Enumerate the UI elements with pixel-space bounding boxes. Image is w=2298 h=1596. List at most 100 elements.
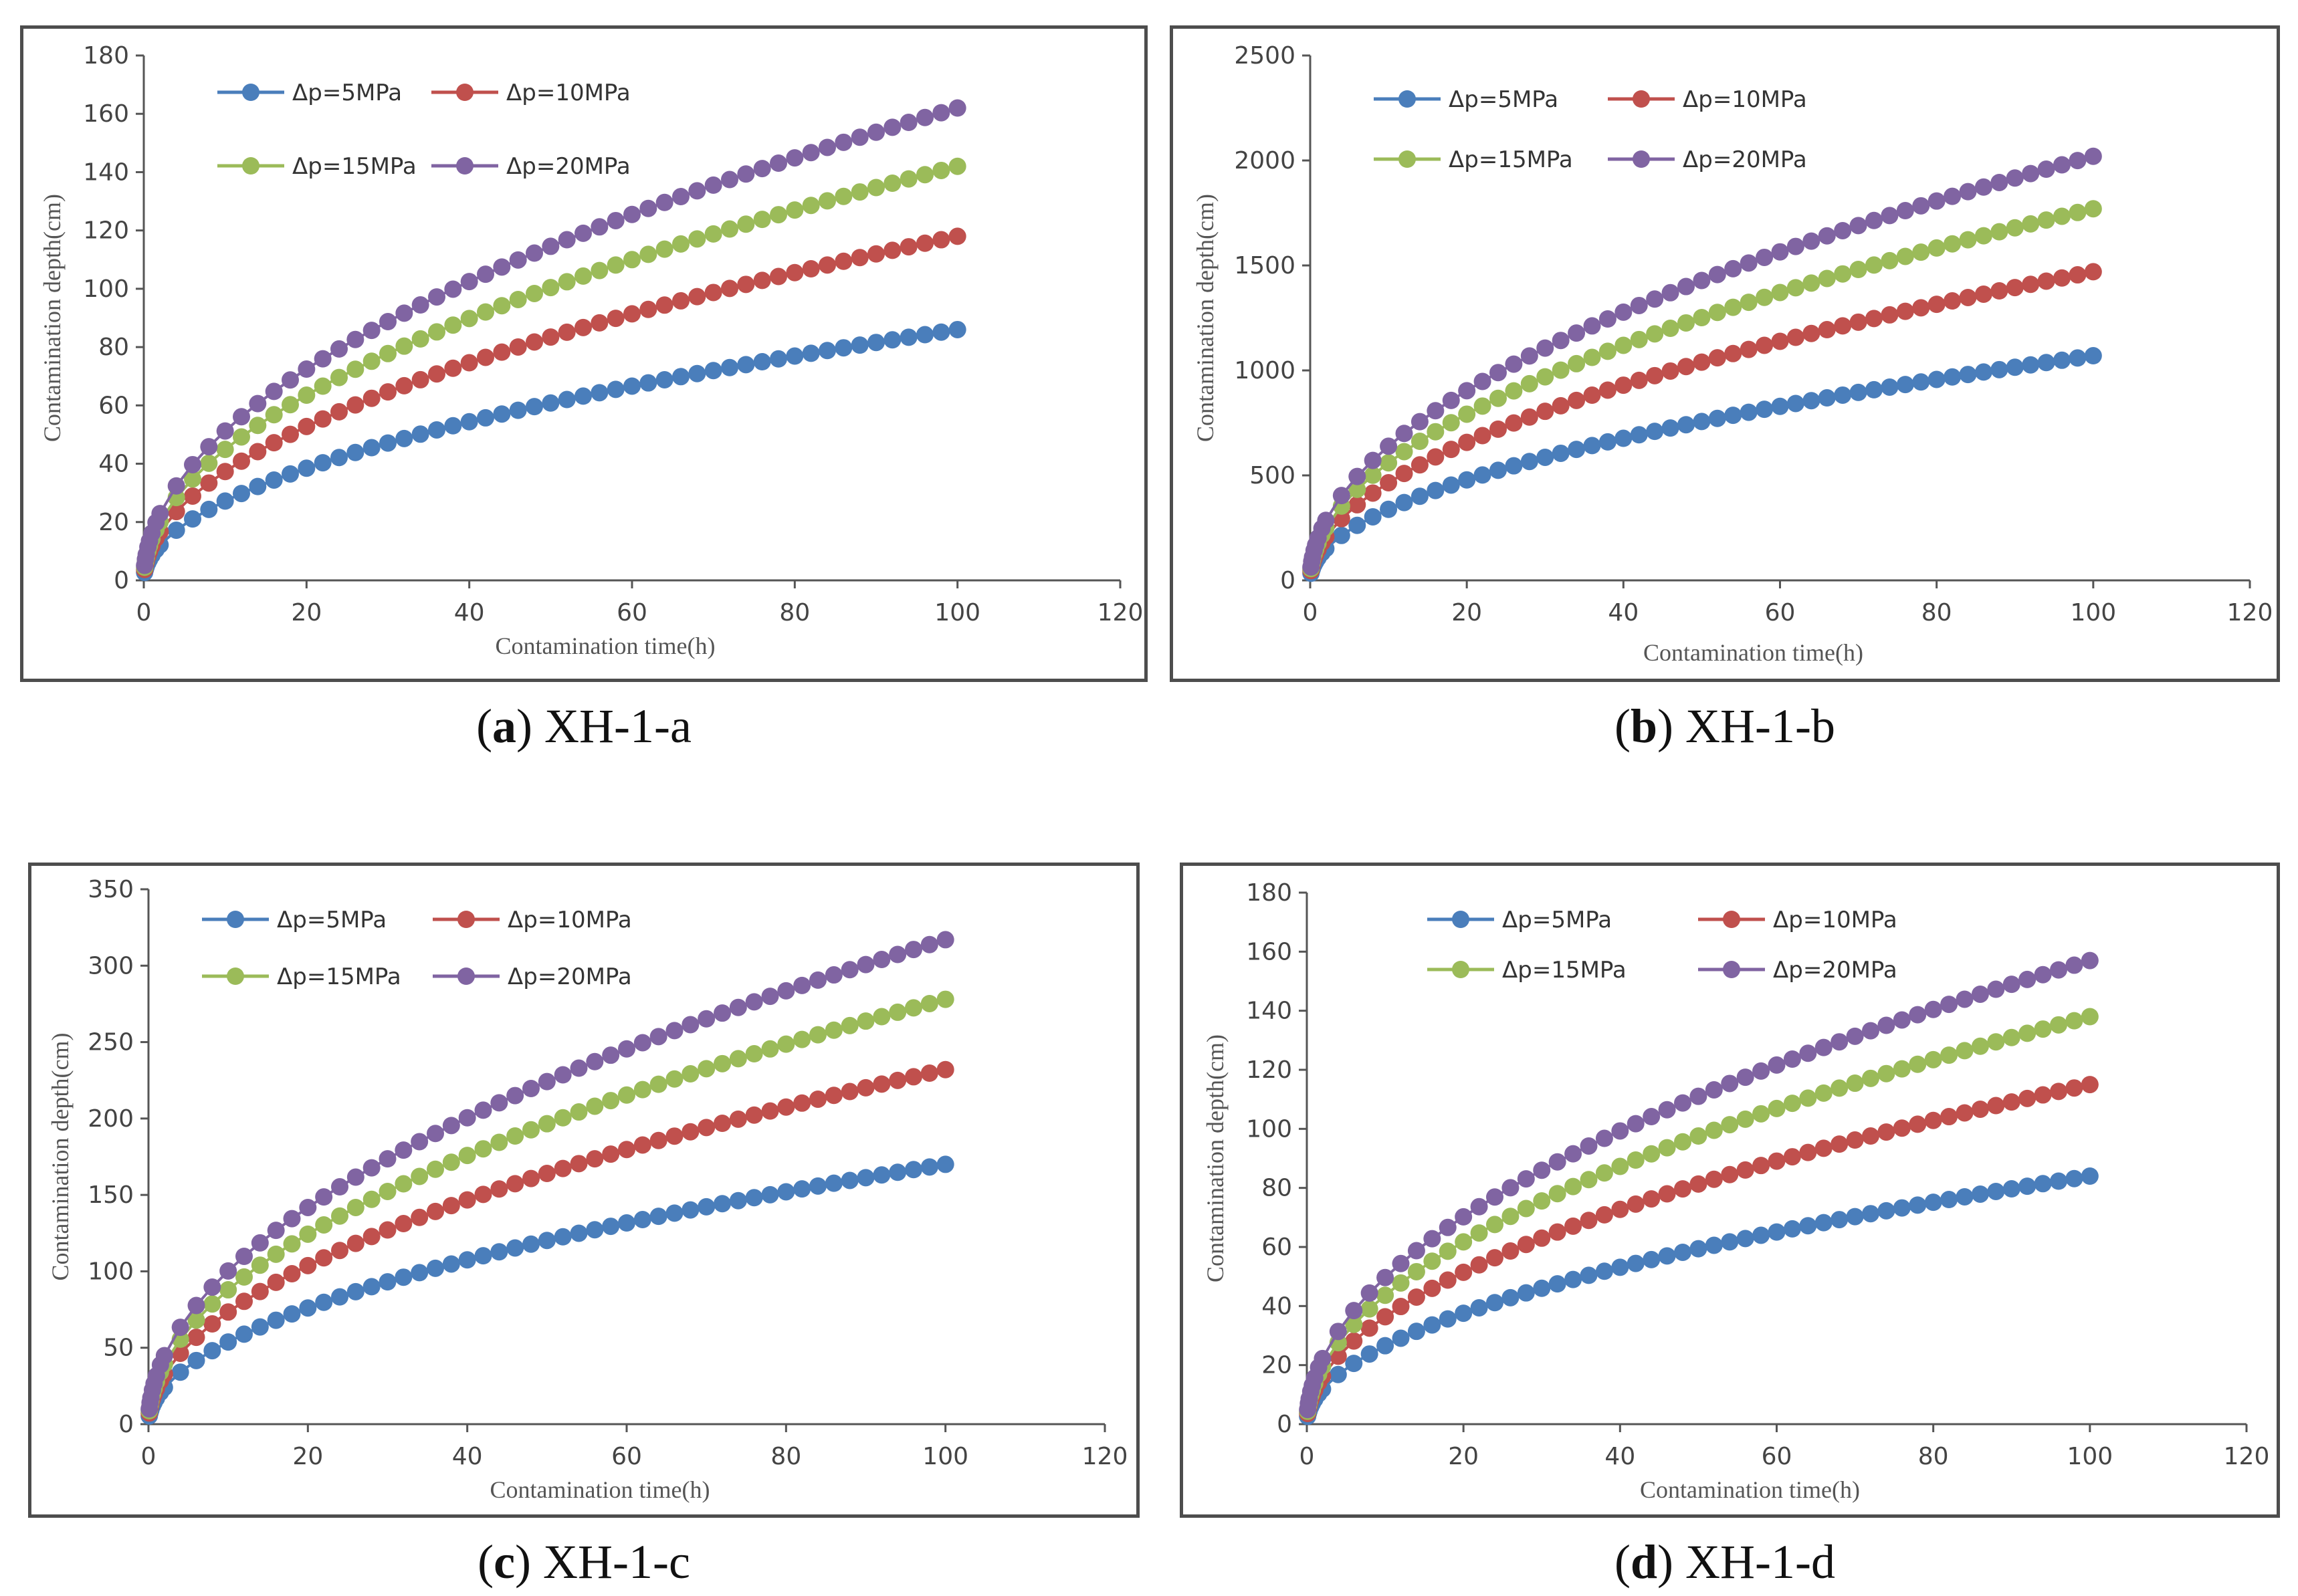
data-point	[851, 249, 869, 267]
data-point	[1912, 197, 1930, 215]
data-point	[607, 211, 625, 229]
data-point	[1392, 1274, 1410, 1292]
data-point	[542, 328, 560, 346]
data-point	[1314, 1349, 1332, 1367]
data-point	[1423, 1279, 1441, 1297]
caption-c: (c) XH-1-c	[478, 1535, 690, 1589]
data-point	[916, 326, 934, 344]
data-point	[1677, 314, 1695, 332]
data-point	[542, 394, 560, 412]
data-point	[460, 273, 478, 291]
data-point	[509, 338, 527, 356]
data-point	[835, 133, 853, 151]
data-point	[1924, 1111, 1942, 1129]
data-point	[522, 1080, 540, 1098]
data-point	[1520, 374, 1538, 392]
data-point	[1552, 361, 1570, 379]
data-point	[1646, 290, 1664, 308]
data-point	[1568, 441, 1586, 459]
data-point	[1990, 173, 2008, 191]
data-point	[1752, 1226, 1770, 1244]
data-point	[1595, 1262, 1613, 1280]
data-point	[809, 971, 827, 989]
data-point	[932, 231, 950, 249]
data-point	[607, 380, 625, 398]
data-point	[1395, 465, 1413, 483]
data-point	[851, 128, 869, 146]
data-point	[1627, 1151, 1645, 1169]
data-point	[916, 108, 934, 126]
data-point	[1580, 1266, 1598, 1284]
data-point	[1520, 453, 1538, 471]
data-point	[1455, 1233, 1473, 1251]
data-point	[1924, 1193, 1942, 1212]
data-point	[1568, 354, 1586, 372]
data-point	[1583, 386, 1601, 405]
data-point	[1974, 178, 1992, 196]
series-line	[143, 164, 958, 568]
data-point	[1940, 1191, 1958, 1209]
data-point	[618, 1141, 635, 1159]
data-point	[1643, 1250, 1661, 1268]
data-point	[554, 1109, 572, 1127]
data-point	[395, 376, 413, 394]
data-point	[1752, 1157, 1770, 1175]
data-point	[649, 1028, 667, 1046]
data-point	[841, 1171, 859, 1189]
data-point	[1614, 429, 1633, 447]
series-3	[140, 990, 954, 1419]
caption-letter-c: c	[494, 1535, 516, 1589]
data-point	[889, 1163, 907, 1181]
caption-text-c: XH-1-c	[543, 1535, 690, 1589]
data-point	[1376, 1286, 1394, 1304]
data-point	[1736, 1068, 1754, 1087]
chart-svg-a: 0 20 40 60 80 100 120 140 160 180 0 20 40 60 80 100 120 C…	[39, 42, 1143, 659]
data-point	[1517, 1170, 1535, 1188]
data-point	[770, 267, 787, 286]
data-point	[2037, 160, 2055, 179]
data-point	[1536, 403, 1554, 421]
data-point	[1661, 283, 1679, 302]
data-point	[428, 323, 445, 341]
data-point	[1533, 1192, 1551, 1210]
data-point	[1689, 1240, 1707, 1258]
data-point	[558, 273, 576, 291]
data-point	[346, 1234, 364, 1252]
x-axis-label: Contamination time(h)	[1643, 639, 1863, 666]
data-point	[1802, 324, 1820, 342]
data-point	[936, 1060, 954, 1078]
legend-marker	[1452, 911, 1469, 928]
data-point	[346, 360, 364, 378]
data-point	[1818, 227, 1836, 245]
data-point	[809, 1177, 827, 1195]
data-point	[1881, 207, 1899, 225]
data-point	[729, 1191, 747, 1210]
data-point	[506, 1239, 524, 1257]
data-point	[187, 1311, 205, 1329]
data-point	[1768, 1099, 1786, 1117]
data-point	[698, 1010, 716, 1028]
data-point	[721, 358, 738, 376]
data-point	[1630, 330, 1648, 348]
legend-label: Δp=20MPa	[1773, 957, 1897, 984]
data-point	[2022, 356, 2040, 374]
data-point	[688, 230, 706, 248]
data-point	[1614, 336, 1633, 354]
data-point	[1455, 1263, 1473, 1281]
data-point	[379, 1150, 397, 1168]
data-point	[1407, 1242, 1425, 1260]
data-point	[395, 1268, 413, 1286]
legend-label: Δp=5MPa	[1449, 86, 1558, 113]
data-point	[427, 1259, 444, 1277]
data-point	[786, 263, 804, 281]
data-point	[2065, 1079, 2083, 1097]
data-point	[1611, 1258, 1629, 1276]
data-point	[187, 1296, 205, 1315]
data-point	[1756, 248, 1774, 266]
chart-svg-c: 0 50 100 150 200 250 300 350 0 20 40 60 80 100 120 Cont…	[47, 876, 1128, 1503]
data-point	[299, 1256, 317, 1274]
data-point	[1630, 371, 1648, 389]
caption-d: (d) XH-1-d	[1614, 1535, 1835, 1589]
data-point	[346, 1168, 364, 1186]
data-point	[1724, 259, 1742, 277]
